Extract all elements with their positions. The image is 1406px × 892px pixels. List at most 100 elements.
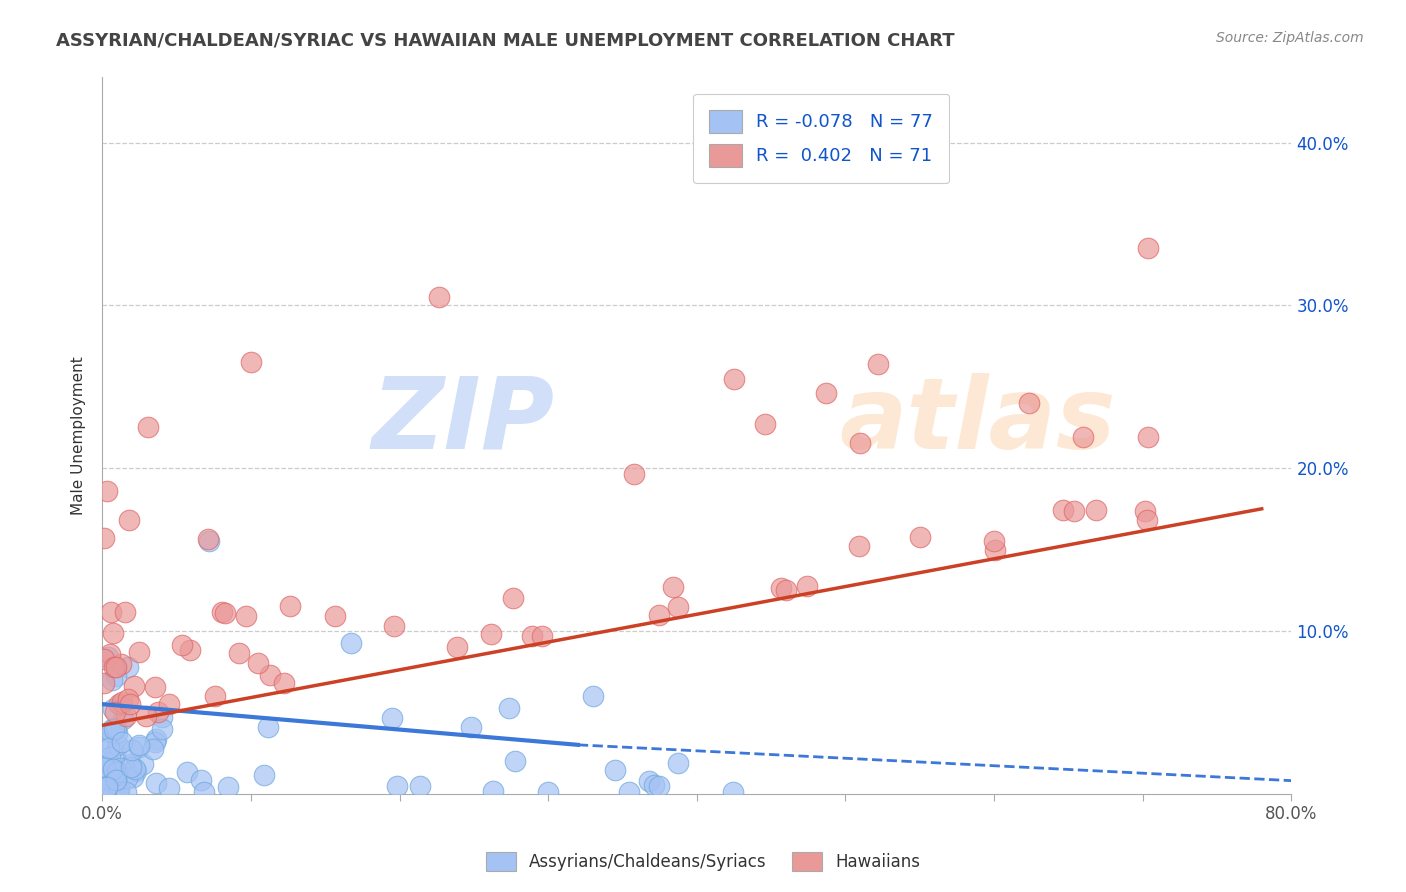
Point	[124, 762, 146, 776]
Point	[96, 780, 118, 794]
Point	[107, 697, 129, 711]
Point	[666, 756, 689, 771]
Point	[107, 738, 129, 752]
Point	[105, 764, 128, 779]
Point	[211, 605, 233, 619]
Point	[93, 736, 115, 750]
Point	[135, 709, 157, 723]
Point	[848, 436, 870, 450]
Point	[110, 695, 132, 709]
Point	[93, 764, 115, 779]
Point	[1018, 396, 1040, 410]
Point	[503, 754, 526, 768]
Point	[1133, 504, 1156, 518]
Point	[197, 532, 219, 546]
Point	[623, 467, 645, 482]
Point	[179, 643, 201, 657]
Point	[498, 701, 520, 715]
Point	[796, 579, 818, 593]
Point	[1136, 512, 1159, 526]
Y-axis label: Male Unemployment: Male Unemployment	[72, 356, 86, 515]
Point	[637, 773, 659, 788]
Point	[479, 626, 502, 640]
Point	[96, 780, 118, 795]
Point	[522, 630, 544, 644]
Point	[96, 484, 118, 499]
Text: atlas: atlas	[839, 373, 1116, 470]
Point	[648, 780, 671, 794]
Point	[446, 640, 468, 655]
Point	[176, 764, 198, 779]
Point	[117, 660, 139, 674]
Point	[136, 420, 159, 434]
Point	[193, 785, 215, 799]
Point	[482, 784, 505, 798]
Point	[339, 636, 361, 650]
Point	[770, 582, 793, 596]
Point	[104, 705, 127, 719]
Point	[1052, 503, 1074, 517]
Point	[103, 722, 125, 736]
Point	[122, 770, 145, 784]
Point	[93, 676, 115, 690]
Point	[132, 756, 155, 771]
Point	[115, 709, 138, 723]
Point	[723, 372, 745, 386]
Point	[125, 764, 148, 778]
Point	[721, 785, 744, 799]
Point	[1071, 430, 1094, 444]
Point	[128, 738, 150, 752]
Point	[108, 761, 131, 775]
Point	[93, 531, 115, 545]
Point	[157, 697, 180, 711]
Point	[97, 650, 120, 665]
Point	[323, 608, 346, 623]
Point	[101, 702, 124, 716]
Point	[235, 609, 257, 624]
Point	[128, 645, 150, 659]
Point	[120, 756, 142, 771]
Point	[105, 772, 128, 786]
Point	[143, 680, 166, 694]
Point	[170, 638, 193, 652]
Point	[273, 676, 295, 690]
Point	[775, 583, 797, 598]
Point	[246, 656, 269, 670]
Point	[121, 743, 143, 757]
Point	[648, 608, 671, 623]
Point	[107, 782, 129, 797]
Point	[128, 739, 150, 754]
Point	[111, 712, 134, 726]
Point	[214, 606, 236, 620]
Legend: R = -0.078   N = 77, R =  0.402   N = 71: R = -0.078 N = 77, R = 0.402 N = 71	[693, 94, 949, 184]
Point	[502, 591, 524, 606]
Point	[253, 768, 276, 782]
Point	[814, 385, 837, 400]
Point	[204, 689, 226, 703]
Point	[754, 417, 776, 431]
Point	[190, 773, 212, 788]
Point	[105, 726, 128, 740]
Point	[866, 357, 889, 371]
Point	[118, 513, 141, 527]
Point	[100, 605, 122, 619]
Point	[104, 668, 127, 682]
Point	[100, 725, 122, 739]
Point	[101, 673, 124, 687]
Legend: Assyrians/Chaldeans/Syriacs, Hawaiians: Assyrians/Chaldeans/Syriacs, Hawaiians	[478, 843, 928, 880]
Point	[108, 785, 131, 799]
Point	[603, 763, 626, 777]
Text: ASSYRIAN/CHALDEAN/SYRIAC VS HAWAIIAN MALE UNEMPLOYMENT CORRELATION CHART: ASSYRIAN/CHALDEAN/SYRIAC VS HAWAIIAN MAL…	[56, 31, 955, 49]
Point	[110, 698, 132, 712]
Point	[97, 772, 120, 786]
Point	[101, 784, 124, 798]
Point	[643, 778, 665, 792]
Point	[104, 773, 127, 788]
Point	[278, 599, 301, 613]
Point	[984, 542, 1007, 557]
Point	[217, 780, 239, 794]
Point	[908, 530, 931, 544]
Point	[409, 779, 432, 793]
Point	[240, 355, 263, 369]
Point	[103, 660, 125, 674]
